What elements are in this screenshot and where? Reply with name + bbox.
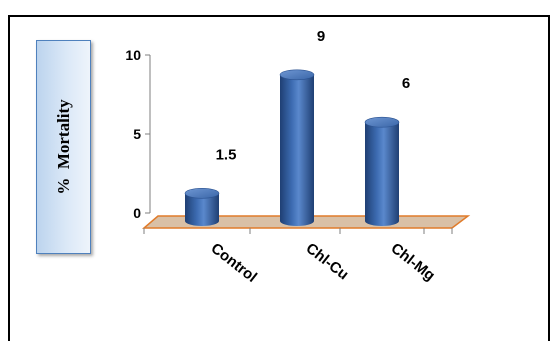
bar-control bbox=[184, 188, 220, 226]
y-tick-label: 5 bbox=[133, 126, 141, 142]
bar-chl-cu bbox=[279, 69, 315, 226]
bar-top bbox=[364, 116, 400, 128]
bar-top bbox=[184, 188, 220, 199]
x-category-label: Chl-Mg bbox=[388, 240, 439, 285]
bar-body bbox=[365, 122, 399, 226]
y-tick-label: 10 bbox=[125, 47, 141, 63]
bar-body bbox=[185, 193, 219, 226]
bars-layer bbox=[184, 69, 400, 226]
bar-top bbox=[279, 69, 315, 81]
bar-body bbox=[280, 74, 314, 226]
x-category-label: Control bbox=[208, 240, 260, 286]
data-label: 9 bbox=[317, 28, 325, 45]
chart-frame bbox=[8, 15, 550, 341]
y-axis-label-box: % Mortality bbox=[36, 40, 91, 254]
data-label: 1.5 bbox=[216, 146, 237, 163]
y-tick-label: 0 bbox=[133, 205, 141, 221]
x-category-label: Chl-Cu bbox=[303, 240, 352, 284]
bar-chl-mg bbox=[364, 116, 400, 226]
data-label: 6 bbox=[402, 75, 410, 92]
